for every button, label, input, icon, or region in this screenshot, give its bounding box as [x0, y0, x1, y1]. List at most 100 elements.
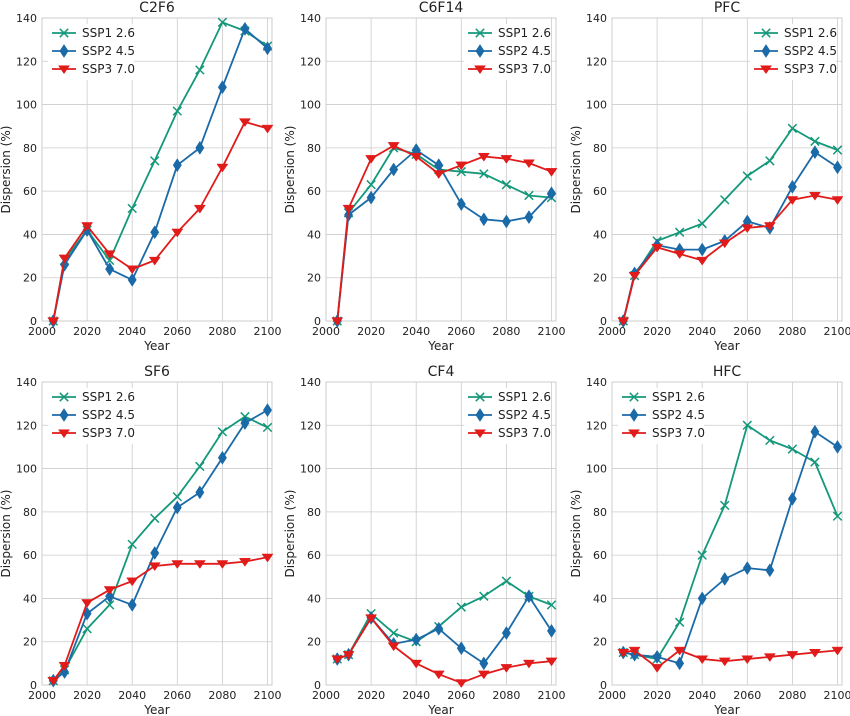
data-point: [193, 204, 206, 214]
x-tick-label: 2000: [598, 325, 626, 338]
data-point: [172, 500, 182, 515]
data-point: [171, 228, 184, 238]
legend-label: SSP3 7.0: [498, 62, 551, 76]
data-point: [522, 159, 535, 169]
data-point: [808, 648, 821, 658]
y-tick-label: 80: [307, 142, 321, 155]
chart-cf4: 2000 2020 2040 2060 2080 21000204060801001201…: [283, 364, 565, 716]
legend-label: SSP1 2.6: [652, 390, 705, 404]
y-tick-label: 140: [586, 376, 607, 389]
x-tick-label: 2040: [402, 689, 430, 702]
data-point: [47, 677, 60, 686]
y-tick-label: 120: [586, 419, 607, 432]
data-point: [127, 539, 137, 550]
data-point: [456, 602, 467, 612]
y-tick-label: 20: [593, 636, 607, 649]
data-point: [365, 614, 378, 624]
legend-label: SSP3 7.0: [652, 426, 705, 440]
y-tick-label: 80: [593, 142, 607, 155]
legend-marker: [760, 65, 772, 75]
data-point: [652, 649, 662, 664]
x-tick-label: 2000: [598, 689, 626, 702]
legend-marker: [58, 429, 70, 439]
data-point: [787, 491, 797, 506]
x-tick-label: 2000: [312, 325, 340, 338]
data-point: [262, 403, 272, 418]
data-point: [524, 190, 534, 201]
x-tick-label: 2080: [208, 689, 236, 702]
x-tick-label: 2020: [643, 689, 671, 702]
data-point: [697, 242, 707, 257]
data-point: [674, 617, 685, 627]
chart-title: HFC: [713, 364, 742, 380]
x-tick-label: 2040: [688, 689, 716, 702]
data-point: [832, 160, 842, 175]
legend-marker: [59, 28, 69, 38]
y-tick-label: 100: [586, 463, 607, 476]
data-point: [150, 156, 160, 166]
data-point: [675, 656, 685, 671]
legend-label: SSP3 7.0: [784, 62, 837, 76]
legend-marker: [761, 44, 771, 58]
data-point: [651, 243, 664, 253]
data-point: [832, 511, 843, 521]
y-tick-label: 0: [314, 679, 321, 692]
data-point: [546, 623, 556, 638]
x-tick-label: 2060: [447, 325, 475, 338]
chart-pfc: 2000 2020 2040 2060 2080 21000204060801001201…: [569, 0, 850, 353]
data-point: [104, 600, 115, 610]
y-tick-label: 120: [300, 55, 321, 68]
data-point: [651, 664, 664, 673]
data-point: [331, 317, 344, 327]
data-point: [718, 657, 731, 667]
y-axis-label: Dispersion (%): [569, 490, 583, 578]
data-point: [126, 577, 139, 587]
data-point: [217, 80, 227, 95]
chart-c6f14: 2000 2020 2040 2060 2080 21000204060801001201…: [283, 0, 565, 353]
legend-label: SSP1 2.6: [498, 390, 551, 404]
data-point: [787, 123, 798, 134]
data-point: [765, 156, 775, 166]
data-point: [546, 186, 556, 201]
data-point: [718, 239, 731, 249]
chart-hfc: 2000 2020 2040 2060 2080 21000204060801001201…: [569, 364, 850, 716]
data-point: [126, 265, 139, 275]
data-point: [81, 599, 94, 608]
data-point: [456, 197, 466, 212]
legend-marker: [629, 408, 639, 422]
data-point: [479, 591, 489, 601]
legend-marker: [628, 429, 640, 439]
data-point: [477, 670, 490, 680]
data-point: [787, 444, 798, 454]
data-point: [741, 224, 754, 234]
y-tick-label: 0: [314, 315, 321, 328]
data-point: [127, 597, 137, 612]
data-point: [150, 546, 160, 560]
data-point: [742, 561, 752, 576]
data-point: [628, 272, 641, 281]
data-point: [148, 256, 161, 266]
x-axis-label: Year: [427, 339, 453, 353]
legend-label: SSP3 7.0: [82, 426, 135, 440]
y-tick-label: 100: [300, 99, 321, 112]
data-point: [786, 196, 799, 205]
legend-label: SSP2 4.5: [784, 44, 837, 58]
chart-title: CF4: [428, 364, 455, 380]
y-tick-label: 40: [593, 592, 607, 605]
data-point: [546, 600, 557, 610]
data-point: [366, 190, 376, 205]
legend: SSP1 2.6 SSP2 4.5 SSP3 7.0: [750, 24, 837, 80]
x-tick-label: 2040: [402, 325, 430, 338]
data-point: [103, 250, 116, 260]
data-point: [720, 195, 730, 205]
chart-title: C6F14: [419, 0, 464, 16]
data-point: [524, 589, 534, 604]
series-ssp3-7-0: [617, 646, 844, 673]
data-point: [150, 225, 160, 240]
data-point: [261, 553, 274, 563]
data-point: [217, 17, 228, 28]
data-point: [216, 560, 229, 569]
data-point: [617, 648, 630, 658]
data-point: [810, 424, 820, 439]
chart-c2f6: 2000 2020 2040 2060 2080 21000204060801001201…: [0, 0, 281, 353]
